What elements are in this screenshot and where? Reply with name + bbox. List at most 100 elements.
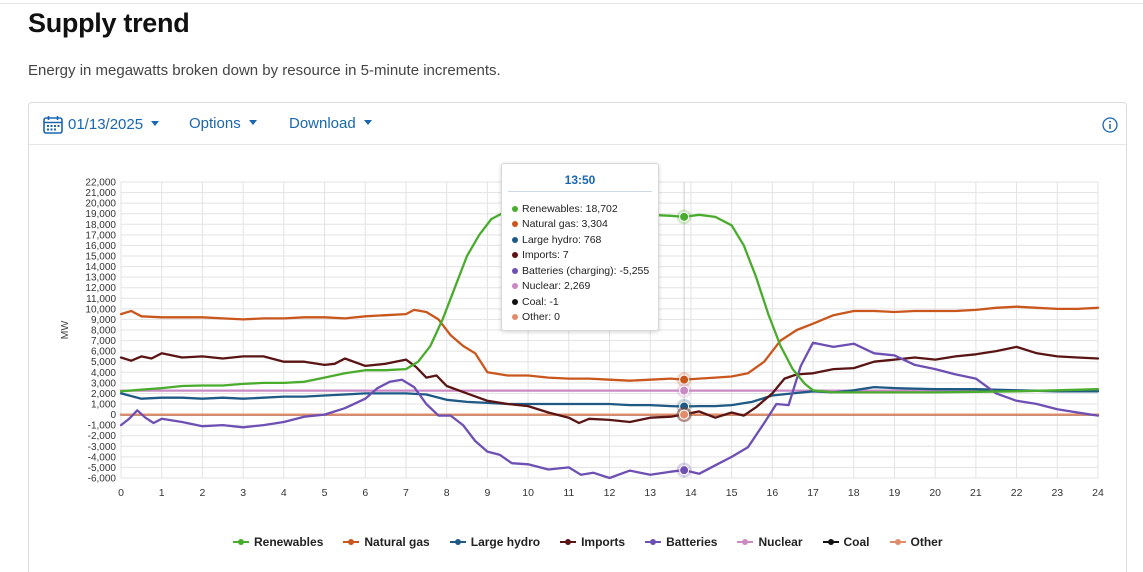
tooltip-row: Batteries (charging): -5,255 <box>512 263 658 279</box>
y-tick-label: 9,000 <box>91 315 116 326</box>
y-tick-label: -1,000 <box>88 421 117 432</box>
hover-marker <box>679 385 690 396</box>
options-label: Options <box>189 115 241 132</box>
calendar-icon <box>43 116 63 134</box>
chart-legend: Renewables Natural gas Large hydro Imports B… <box>233 535 943 549</box>
date-picker[interactable]: 01/13/2025 <box>43 115 160 134</box>
legend-swatch-icon <box>645 539 662 545</box>
y-tick-label: 12,000 <box>85 283 116 294</box>
legend-label: Natural gas <box>364 535 430 549</box>
tooltip-row: Natural gas: 3,304 <box>512 217 658 233</box>
x-tick-label: 19 <box>889 487 901 499</box>
y-axis-label: MW <box>59 321 71 340</box>
legend-label: Imports <box>581 535 626 549</box>
tooltip-row-text: Coal: -1 <box>522 295 559 308</box>
series-dot-icon <box>512 236 518 243</box>
y-tick-label: -3,000 <box>88 442 117 453</box>
x-tick-label: 17 <box>807 487 819 499</box>
y-tick-label: -6,000 <box>88 474 117 485</box>
y-tick-label: 22,000 <box>85 178 116 189</box>
options-dropdown[interactable]: Options <box>189 115 257 132</box>
y-tick-label: -2,000 <box>88 431 117 442</box>
series-line-batteries <box>119 341 1100 480</box>
x-tick-label: 1 <box>159 487 165 499</box>
x-tick-label: 14 <box>685 487 697 499</box>
x-tick-label: 0 <box>118 487 124 499</box>
legend-swatch-icon <box>560 539 577 545</box>
tooltip-row: Nuclear: 2,269 <box>512 279 658 295</box>
y-tick-label: 10,000 <box>85 304 116 315</box>
legend-label: Other <box>910 535 943 549</box>
y-tick-label: 0 <box>110 410 116 421</box>
legend-item[interactable]: Batteries <box>645 535 717 549</box>
series-dot-icon <box>512 283 518 290</box>
x-tick-label: 13 <box>644 487 656 499</box>
tooltip-time: 13:50 <box>508 164 652 192</box>
hover-marker <box>679 211 690 222</box>
series-dot-icon <box>512 267 518 274</box>
tooltip-row: Large hydro: 768 <box>512 232 658 248</box>
download-label: Download <box>289 115 356 132</box>
legend-item[interactable]: Natural gas <box>343 535 430 549</box>
y-tick-label: 13,000 <box>85 273 116 284</box>
x-tick-label: 7 <box>403 487 409 499</box>
info-icon[interactable] <box>1102 117 1118 133</box>
page-title: Supply trend <box>28 8 190 38</box>
legend-item[interactable]: Renewables <box>233 535 323 549</box>
x-tick-label: 2 <box>199 487 205 499</box>
x-tick-label: 4 <box>281 487 287 499</box>
x-tick-label: 15 <box>726 487 738 499</box>
chart-tooltip: 13:50 Renewables: 18,702 Natural gas: 3,3… <box>501 163 659 331</box>
date-value: 01/13/2025 <box>68 116 144 133</box>
series-dot-icon <box>512 221 518 228</box>
chart-toolbar: 01/13/2025 Options Download <box>29 103 1126 145</box>
x-tick-label: 21 <box>970 487 982 499</box>
legend-item[interactable]: Nuclear <box>737 535 803 549</box>
legend-swatch-icon <box>889 539 906 545</box>
y-tick-label: 11,000 <box>86 294 116 305</box>
tooltip-row: Renewables: 18,702 <box>512 201 658 217</box>
y-tick-label: 19,000 <box>85 209 116 220</box>
download-dropdown[interactable]: Download <box>289 115 372 132</box>
y-tick-label: -4,000 <box>88 452 117 463</box>
x-tick-label: 24 <box>1092 487 1104 499</box>
hover-marker <box>679 374 690 385</box>
tooltip-row-text: Imports: 7 <box>522 249 569 262</box>
y-tick-label: 7,000 <box>91 336 116 347</box>
legend-swatch-icon <box>233 539 249 545</box>
tooltip-row-text: Large hydro: 768 <box>522 233 602 246</box>
legend-swatch-icon <box>449 539 466 545</box>
x-tick-label: 10 <box>522 487 534 499</box>
y-tick-label: 1,000 <box>91 400 116 411</box>
legend-item[interactable]: Other <box>889 535 943 549</box>
tooltip-row: Coal: -1 <box>512 294 658 310</box>
series-dot-icon <box>512 205 518 212</box>
series-line-large-hydro <box>119 385 1100 408</box>
legend-item[interactable]: Large hydro <box>449 535 541 549</box>
x-tick-label: 9 <box>484 487 490 499</box>
tooltip-rows: Renewables: 18,702 Natural gas: 3,304 Larg… <box>502 192 658 325</box>
y-tick-label: 17,000 <box>85 230 116 241</box>
y-tick-label: 2,000 <box>91 389 116 400</box>
x-tick-label: 3 <box>240 487 246 499</box>
x-tick-label: 6 <box>362 487 368 499</box>
hover-marker <box>679 409 690 420</box>
series-line-natural-gas <box>119 305 1100 382</box>
y-tick-label: 14,000 <box>85 262 116 273</box>
tooltip-row: Imports: 7 <box>512 248 658 264</box>
tooltip-row-text: Natural gas: 3,304 <box>522 218 608 231</box>
legend-label: Nuclear <box>758 535 803 549</box>
y-tick-label: 5,000 <box>91 357 116 368</box>
legend-label: Large hydro <box>470 535 541 549</box>
legend-item[interactable]: Imports <box>560 535 625 549</box>
y-tick-label: 18,000 <box>85 220 116 231</box>
x-tick-label: 20 <box>929 487 941 499</box>
page-subtitle: Energy in megawatts broken down by resou… <box>28 62 501 79</box>
legend-item[interactable]: Coal <box>822 535 870 549</box>
legend-label: Renewables <box>254 535 324 549</box>
top-divider <box>0 0 1143 4</box>
y-tick-label: 16,000 <box>85 241 116 252</box>
tooltip-row: Other: 0 <box>512 310 658 326</box>
y-tick-label: 15,000 <box>85 252 116 263</box>
tooltip-row-text: Batteries (charging): -5,255 <box>522 264 650 277</box>
